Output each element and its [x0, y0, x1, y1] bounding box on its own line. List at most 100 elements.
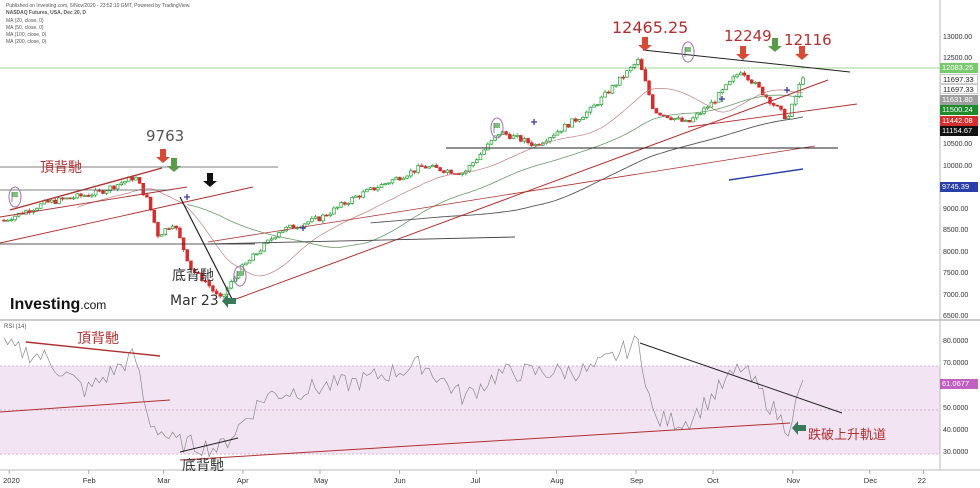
candle-body — [387, 182, 391, 185]
candle-body — [519, 135, 523, 142]
candle-body — [112, 185, 116, 190]
candle-body — [68, 197, 72, 200]
candle-body — [596, 104, 600, 106]
candle-body — [214, 290, 219, 295]
candle-body — [687, 120, 692, 123]
candle-body — [585, 111, 589, 118]
candle-body — [742, 72, 747, 76]
candle-body — [163, 228, 168, 235]
price-tick: 8500.00 — [943, 227, 969, 234]
candle-body — [617, 76, 622, 86]
rsi-break-label: 跌破上升軌道 — [808, 428, 887, 443]
time-label: 22 — [917, 476, 927, 485]
candle-body — [156, 222, 160, 237]
ma50-line — [187, 94, 803, 248]
candle-body — [93, 189, 98, 196]
candle-body — [460, 172, 464, 175]
candle-body — [343, 202, 347, 205]
candle-body — [376, 187, 380, 191]
candle-body — [229, 281, 233, 289]
candle-body — [357, 195, 362, 198]
price-tick: 13000.00 — [943, 33, 973, 41]
candle-body — [768, 96, 772, 104]
candle-body — [603, 91, 607, 98]
candle-body — [335, 206, 340, 209]
candle-body — [749, 79, 754, 84]
candle-body — [35, 207, 39, 211]
candle-body — [5, 219, 10, 222]
rsi-tick: 70.0000 — [943, 360, 969, 368]
candle-body — [705, 106, 710, 109]
time-label: Oct — [707, 476, 719, 485]
candle-body — [555, 131, 560, 136]
bottom-divergence-arrow — [179, 196, 233, 300]
header-ma20: MA (20, close, 0) — [6, 18, 44, 24]
candle-body — [354, 195, 358, 198]
candle-body — [119, 182, 124, 185]
candle-body — [647, 80, 651, 96]
candle-body — [203, 280, 208, 283]
candle-body — [64, 197, 69, 200]
candle-body — [372, 187, 376, 191]
candle-body — [738, 72, 743, 76]
candle-body — [104, 190, 109, 194]
candle-body — [746, 74, 750, 81]
candle-body — [291, 224, 296, 229]
candle-body — [489, 139, 494, 145]
candle-body — [13, 215, 17, 221]
candle-body — [724, 84, 728, 91]
candle-body — [101, 190, 105, 194]
candle-body — [145, 194, 149, 198]
candle-body — [676, 117, 681, 120]
price-tag: 11442.08 — [940, 115, 978, 126]
price-tag: 12083.25 — [940, 63, 978, 73]
candle-body — [350, 197, 354, 204]
time-label: May — [314, 476, 329, 485]
candle-body — [475, 159, 479, 163]
candle-body — [390, 179, 395, 184]
peak-nov-label: 12116 — [784, 31, 832, 49]
candle-body — [716, 92, 721, 103]
candle-body — [775, 104, 780, 107]
price-tick: 12500.00 — [943, 55, 973, 62]
candle-body — [654, 108, 659, 114]
candle-body — [247, 259, 252, 264]
candle-body — [658, 112, 662, 116]
candle-body — [486, 143, 490, 151]
candle-body — [9, 219, 14, 222]
candle-body — [328, 213, 332, 216]
candle-body — [207, 281, 211, 287]
rsi-current-tag: 61.0677 — [940, 379, 978, 389]
candle-body — [60, 197, 65, 200]
candle-body — [317, 216, 321, 222]
ma20-line — [77, 87, 803, 277]
candle-body — [258, 250, 263, 255]
cross-marker — [784, 87, 790, 93]
candle-body — [434, 165, 439, 168]
candle-body — [71, 197, 76, 200]
time-label: Nov — [786, 476, 801, 485]
candle-body — [753, 81, 758, 84]
time-label: 2020 — [3, 476, 20, 485]
candle-body — [189, 260, 193, 270]
peak-feb-label: 9763 — [146, 127, 185, 145]
resistance-line — [642, 49, 851, 73]
candle-body — [511, 135, 516, 139]
price-tick: 6500.00 — [943, 313, 969, 320]
rsi-top-divergence-label: 頂背馳 — [77, 331, 119, 347]
header-line-1: Published on Investing.com, 5/Nov/2020 -… — [6, 3, 191, 9]
candle-body — [530, 142, 534, 146]
candle-body — [625, 70, 629, 78]
candle-body — [720, 89, 725, 94]
candle-body — [698, 113, 703, 115]
candle-body — [731, 76, 736, 82]
candle-body — [38, 203, 43, 209]
candle-body — [185, 249, 190, 262]
time-label: Mar — [157, 476, 171, 485]
candle-body — [57, 197, 61, 204]
header-line-2: NASDAQ Futures, USA, Dec 20, D — [6, 10, 87, 16]
candle-body — [694, 113, 699, 119]
candle-body — [108, 185, 113, 192]
candle-body — [566, 123, 571, 128]
candle-body — [592, 104, 596, 108]
